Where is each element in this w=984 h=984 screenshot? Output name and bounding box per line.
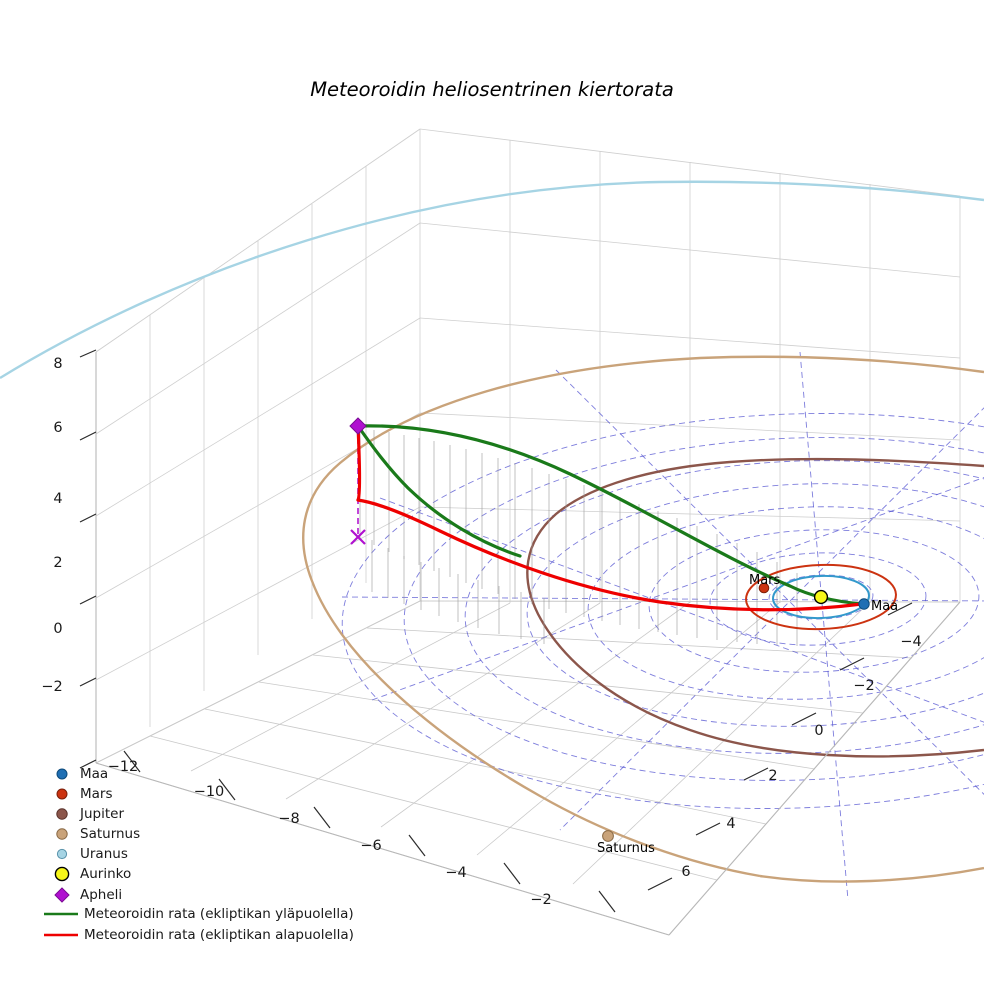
legend-item-rata-ylapuolella[interactable]: Meteoroidin rata (ekliptikan yläpuolella… xyxy=(44,906,354,922)
legend-marker-apheli-icon xyxy=(54,887,70,903)
saturnus-label: Saturnus xyxy=(597,841,655,856)
legend-marker-uranus-icon xyxy=(56,848,68,860)
orbit-uranus xyxy=(0,180,984,380)
z-tick-3: 2 xyxy=(53,555,62,571)
marker-apheli xyxy=(349,417,367,435)
pane-right-wall xyxy=(419,128,961,603)
orbit-mars xyxy=(745,563,897,631)
marker-maa: Maa xyxy=(858,598,898,614)
meteoroid-orbit-below-ecliptic xyxy=(356,498,864,612)
y-tick-1: −2 xyxy=(853,678,874,694)
legend-label-rata-ylapuolella: Meteoroidin rata (ekliptikan yläpuolella… xyxy=(84,906,354,922)
y-tick-4: 4 xyxy=(726,816,735,832)
floor-grid xyxy=(95,600,961,936)
legend-item-uranus[interactable]: Uranus xyxy=(56,846,128,862)
legend-label-aurinko: Aurinko xyxy=(80,866,131,882)
legend-item-rata-alapuolella[interactable]: Meteoroidin rata (ekliptikan alapuolella… xyxy=(44,927,354,943)
polar-grid-radials xyxy=(341,351,984,901)
orbit-maa xyxy=(772,574,870,620)
z-tick-4: 0 xyxy=(53,621,62,637)
axis-z-left: 8 6 4 2 0 −2 xyxy=(41,349,97,769)
x-tick-1: −10 xyxy=(194,784,225,800)
meteoroid-orbit-above-ecliptic xyxy=(356,424,864,606)
legend-marker-maa-icon xyxy=(56,768,68,780)
orbit-jupiter xyxy=(526,457,984,758)
legend-item-apheli[interactable]: Apheli xyxy=(54,887,122,903)
z-tick-0: 8 xyxy=(53,356,62,372)
legend-label-rata-alapuolella: Meteoroidin rata (ekliptikan alapuolella… xyxy=(84,927,354,943)
pane-left-wall xyxy=(95,128,421,764)
legend-item-aurinko[interactable]: Aurinko xyxy=(54,866,131,882)
z-tick-1: 6 xyxy=(53,420,62,436)
legend-marker-aurinko-icon xyxy=(54,866,70,882)
mars-label: Mars xyxy=(749,573,781,588)
meteoroid-orbit-above-ecliptic-return xyxy=(356,424,522,558)
page-title: Meteoroidin heliosentrinen kiertorata xyxy=(310,78,674,101)
legend-item-mars[interactable]: Mars xyxy=(56,786,113,802)
legend-item-saturnus[interactable]: Saturnus xyxy=(56,826,140,842)
legend-marker-saturnus-icon xyxy=(56,828,68,840)
meteoroid-orbit-below-ecliptic-tail xyxy=(356,424,362,502)
legend-label-maa: Maa xyxy=(80,766,108,782)
legend-item-jupiter[interactable]: Jupiter xyxy=(56,806,125,822)
y-tick-0: −4 xyxy=(900,634,921,650)
y-tick-2: 0 xyxy=(814,723,823,739)
x-tick-0: −12 xyxy=(108,759,139,775)
z-tick-5: −2 xyxy=(41,679,62,695)
legend-label-saturnus: Saturnus xyxy=(80,826,140,842)
y-tick-5: 6 xyxy=(681,864,690,880)
legend-label-apheli: Apheli xyxy=(80,887,122,903)
marker-mars: Mars xyxy=(749,573,781,594)
aphelion-projection-x-marker xyxy=(350,529,366,545)
axis-x-front-left: −12 −10 −8 −6 −4 −2 xyxy=(95,750,670,936)
y-tick-3: 2 xyxy=(768,768,777,784)
x-tick-5: −2 xyxy=(530,892,551,908)
legend: Maa Mars Jupiter Saturnus Uranus Aurinko xyxy=(44,766,354,943)
legend-label-uranus: Uranus xyxy=(80,846,128,862)
x-tick-4: −4 xyxy=(445,865,466,881)
legend-label-mars: Mars xyxy=(80,786,113,802)
maa-label: Maa xyxy=(871,599,898,614)
legend-item-maa[interactable]: Maa xyxy=(56,766,108,782)
legend-label-jupiter: Jupiter xyxy=(79,806,124,822)
marker-aurinko xyxy=(813,589,829,605)
x-tick-2: −8 xyxy=(278,811,299,827)
axis-y-front-right: −4 −2 0 2 4 6 xyxy=(647,601,961,936)
legend-marker-mars-icon xyxy=(56,788,68,800)
orbit-saturnus xyxy=(302,355,984,883)
legend-marker-jupiter-icon xyxy=(56,808,68,820)
x-tick-3: −6 xyxy=(360,838,381,854)
marker-saturnus: Saturnus xyxy=(597,830,655,856)
z-tick-2: 4 xyxy=(53,491,62,507)
